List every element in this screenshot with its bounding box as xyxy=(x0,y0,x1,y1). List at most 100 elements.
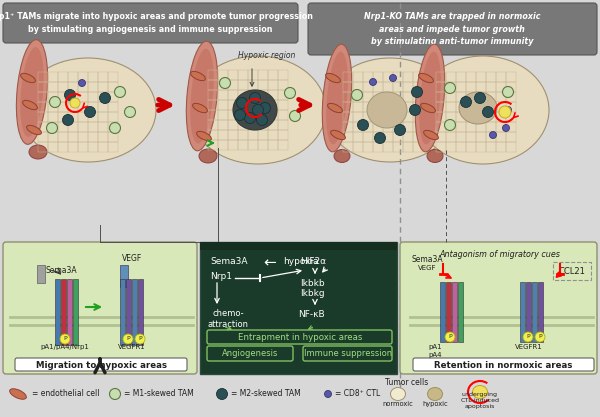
Bar xyxy=(258,70,268,80)
Bar xyxy=(208,80,218,90)
Bar xyxy=(446,92,456,102)
FancyBboxPatch shape xyxy=(15,358,187,371)
Bar xyxy=(38,72,48,82)
Ellipse shape xyxy=(193,103,208,113)
Bar xyxy=(532,282,537,342)
Bar xyxy=(68,132,78,142)
Bar xyxy=(456,122,466,132)
Bar xyxy=(436,102,446,112)
Circle shape xyxy=(370,78,377,85)
Bar xyxy=(393,142,403,152)
Bar xyxy=(55,279,60,345)
Bar xyxy=(88,102,98,112)
Bar xyxy=(98,72,108,82)
Bar xyxy=(38,92,48,102)
Text: pA1/pA4/Nrp1: pA1/pA4/Nrp1 xyxy=(40,344,89,350)
Ellipse shape xyxy=(190,56,326,164)
Ellipse shape xyxy=(199,149,217,163)
Bar xyxy=(68,112,78,122)
Bar xyxy=(48,102,58,112)
Text: Antagonism of migratory cues: Antagonism of migratory cues xyxy=(440,250,560,259)
Bar xyxy=(403,122,413,132)
Bar xyxy=(343,92,353,102)
Text: P: P xyxy=(538,334,542,339)
Bar xyxy=(466,142,476,152)
Bar xyxy=(248,140,258,150)
Bar xyxy=(208,140,218,150)
Circle shape xyxy=(125,106,136,118)
Bar xyxy=(278,110,288,120)
Bar xyxy=(208,120,218,130)
Bar xyxy=(363,122,373,132)
Bar xyxy=(248,130,258,140)
Bar xyxy=(496,132,506,142)
Bar xyxy=(238,120,248,130)
Bar xyxy=(353,112,363,122)
Ellipse shape xyxy=(391,387,406,400)
Bar xyxy=(496,122,506,132)
Circle shape xyxy=(395,125,406,136)
Bar xyxy=(58,142,68,152)
Bar xyxy=(258,140,268,150)
Bar xyxy=(403,72,413,82)
Bar xyxy=(200,242,397,374)
Circle shape xyxy=(250,93,260,103)
Bar xyxy=(476,72,486,82)
Text: hypoxic: hypoxic xyxy=(422,401,448,407)
Bar xyxy=(456,82,466,92)
Bar xyxy=(363,132,373,142)
Bar xyxy=(138,279,143,345)
Ellipse shape xyxy=(324,58,456,162)
Circle shape xyxy=(115,86,125,98)
Text: VEGFR1: VEGFR1 xyxy=(118,344,146,350)
Bar xyxy=(108,122,118,132)
Text: P: P xyxy=(126,337,130,342)
Circle shape xyxy=(445,120,455,131)
Bar xyxy=(120,265,128,287)
Text: undergoing
CTL-induced
apoptosis: undergoing CTL-induced apoptosis xyxy=(461,392,499,409)
Bar xyxy=(436,122,446,132)
Circle shape xyxy=(217,389,227,399)
Circle shape xyxy=(389,75,397,81)
Bar xyxy=(132,279,137,345)
Bar xyxy=(258,80,268,90)
Circle shape xyxy=(85,106,95,118)
Bar xyxy=(228,90,238,100)
Circle shape xyxy=(535,332,545,342)
Bar xyxy=(208,90,218,100)
Bar xyxy=(373,112,383,122)
Bar xyxy=(383,122,393,132)
Bar xyxy=(38,142,48,152)
Circle shape xyxy=(49,96,61,108)
Bar xyxy=(486,102,496,112)
Bar xyxy=(393,122,403,132)
Bar xyxy=(393,72,403,82)
Bar xyxy=(446,102,456,112)
Bar xyxy=(278,70,288,80)
Bar xyxy=(228,130,238,140)
Bar xyxy=(218,100,228,110)
Bar xyxy=(383,82,393,92)
Bar xyxy=(446,122,456,132)
Bar xyxy=(436,112,446,122)
Bar xyxy=(258,90,268,100)
Text: = CD8⁺ CTL: = CD8⁺ CTL xyxy=(335,389,380,399)
Bar xyxy=(393,112,403,122)
Bar xyxy=(208,70,218,80)
Bar xyxy=(98,102,108,112)
Bar xyxy=(393,82,403,92)
Circle shape xyxy=(475,93,485,103)
Bar xyxy=(78,122,88,132)
Bar xyxy=(98,122,108,132)
Bar xyxy=(373,102,383,112)
Bar xyxy=(440,282,445,342)
Bar xyxy=(506,102,516,112)
Text: normoxic: normoxic xyxy=(383,401,413,407)
Bar xyxy=(278,80,288,90)
Bar xyxy=(248,110,258,120)
Circle shape xyxy=(70,98,80,108)
Bar xyxy=(476,112,486,122)
Bar xyxy=(506,112,516,122)
Bar xyxy=(373,142,383,152)
Text: P: P xyxy=(448,334,452,339)
